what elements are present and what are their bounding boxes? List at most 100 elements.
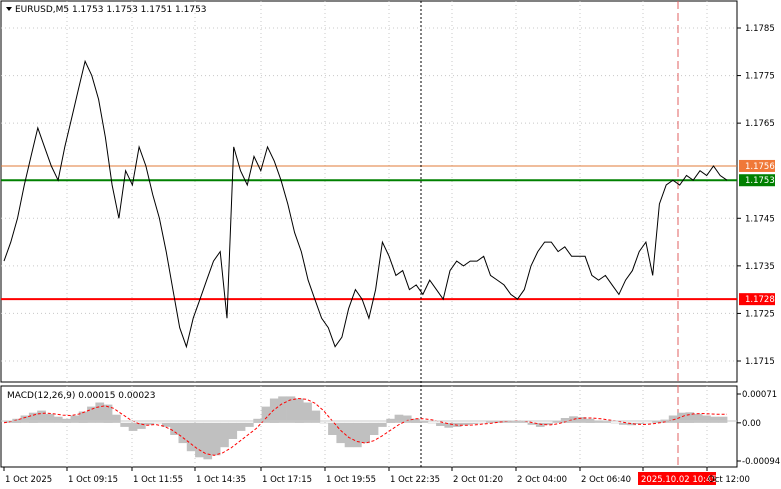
macd-hist-bar: [469, 422, 479, 424]
macd-hist-bar: [677, 412, 686, 423]
macd-hist-bar: [494, 420, 503, 423]
macd-hist-bar: [361, 422, 370, 444]
macd-hist-bar: [303, 402, 312, 423]
macd-hist-bar: [128, 422, 138, 431]
macd-hist-bar: [718, 416, 728, 423]
macd-hist-bar: [161, 422, 171, 427]
macd-hist-bar: [419, 420, 429, 423]
symbol-header: EURUSD,M5 1.1753 1.1753 1.1751 1.1753: [15, 5, 207, 15]
macd-hist-bar: [552, 420, 562, 423]
macd-hist-bar: [120, 422, 129, 427]
crosshair-time-label: 2025.10.02 10:45: [641, 475, 717, 485]
macd-hist-bar: [137, 422, 146, 429]
macd-hist-bar: [87, 406, 96, 423]
macd-hist-bar: [145, 422, 154, 425]
price-tick-label: 1.1785: [745, 24, 775, 34]
macd-hist-bar: [336, 422, 346, 444]
time-tick-label: 1 Oct 14:35: [196, 475, 246, 485]
grid-lines: [1, 1, 737, 467]
red-price-tag: [739, 293, 775, 306]
price-tick-label: 1.1715: [745, 357, 775, 367]
macd-hist-bar: [693, 413, 703, 423]
macd-hist-bar: [560, 418, 570, 423]
macd-hist-bar: [685, 412, 695, 423]
macd-hist-bar: [394, 414, 404, 423]
time-tick-label: 1 Oct 17:15: [262, 475, 312, 485]
macd-hist-bar: [211, 422, 221, 456]
symbol-dropdown-icon[interactable]: [6, 7, 12, 11]
price-axis[interactable]: 1.1785 1.1775 1.1765 1.1745 1.1735 1.1725 1.17…: [737, 24, 775, 367]
macd-hist-bar: [344, 422, 354, 448]
macd-hist-bar: [195, 422, 204, 458]
macd-hist-bar: [461, 422, 470, 426]
macd-hist-bar: [369, 422, 379, 435]
price-levels: [1, 165, 737, 301]
price-tick-label: 1.1745: [745, 214, 775, 224]
macd-hist-bar: [477, 422, 487, 424]
time-tick-label: 2 Oct 04:00: [517, 475, 567, 485]
macd-hist-bar: [594, 420, 603, 423]
macd-hist-bar: [710, 416, 720, 423]
macd-hist-bar: [28, 412, 38, 423]
macd-hist-bar: [444, 422, 454, 428]
macd-hist-bar: [103, 404, 113, 423]
time-tick-label: Oct 12:00: [708, 475, 750, 485]
time-tick-label: 2 Oct 01:20: [453, 475, 503, 485]
macd-histogram: [4, 396, 728, 460]
price-series-line: [3, 59, 728, 349]
macd-hist-bar: [178, 422, 188, 444]
time-tick-label: 1 Oct 19:55: [326, 475, 376, 485]
macd-hist-bar: [577, 417, 587, 423]
macd-hist-bar: [95, 402, 105, 423]
time-axis[interactable]: 1 Oct 2025 1 Oct 09:15 1 Oct 11:55 1 Oct 14…: [3, 467, 750, 485]
time-tick-label: 1 Oct 22:35: [390, 475, 440, 485]
macd-axis: 0.00071 0.00 -0.00094: [737, 390, 780, 467]
macd-hist-bar: [519, 421, 528, 423]
macd-signal-line: [3, 397, 727, 456]
macd-tick-label: 0.00: [742, 419, 761, 429]
price-tick-label: 1.1775: [745, 72, 775, 82]
macd-hist-bar: [112, 414, 121, 423]
green-price-tag-label: 1.1753: [745, 176, 775, 186]
macd-hist-bar: [70, 415, 80, 423]
macd-hist-bar: [286, 396, 296, 423]
macd-hist-bar: [643, 422, 653, 424]
green-price-tag: [739, 174, 775, 187]
time-tick-label: 1 Oct 2025: [5, 475, 52, 485]
time-tick-label: 1 Oct 09:15: [68, 475, 118, 485]
macd-hist-bar: [220, 422, 229, 448]
macd-hist-bar: [319, 422, 329, 424]
macd-hist-bar: [635, 422, 645, 424]
macd-hist-bar: [535, 422, 545, 427]
orange-price-tag: [739, 159, 775, 172]
macd-hist-bar: [20, 415, 30, 423]
macd-hist-bar: [186, 422, 196, 452]
crosshair-time-badge: [638, 472, 716, 485]
macd-hist-bar: [702, 415, 711, 423]
macd-tick-label: 0.00071: [742, 390, 777, 400]
macd-hist-bar: [378, 422, 387, 427]
macd-hist-bar: [668, 415, 678, 423]
macd-hist-bar: [236, 422, 246, 431]
macd-hist-bar: [527, 422, 537, 425]
price-tick-label: 1.1725: [745, 309, 775, 319]
macd-hist-bar: [45, 413, 55, 423]
macd-hist-bar: [427, 422, 437, 424]
orange-price-tag-label: 1.1756: [745, 162, 775, 172]
macd-hist-bar: [4, 421, 13, 423]
macd-hist-bar: [261, 406, 271, 423]
macd-hist-bar: [627, 422, 636, 426]
macd-hist-bar: [328, 422, 337, 435]
macd-tick-label: -0.00094: [742, 457, 780, 467]
macd-hist-bar: [269, 398, 279, 423]
macd-hist-bar: [53, 416, 63, 423]
macd-hist-bar: [203, 422, 213, 460]
price-tick-label: 1.1765: [745, 119, 775, 129]
macd-hist-bar: [619, 422, 628, 425]
macd-hist-bar: [37, 410, 46, 423]
main-chart-frame[interactable]: [0, 0, 738, 383]
macd-hist-bar: [510, 420, 520, 423]
macd-hist-bar: [486, 421, 495, 423]
time-tick-label: 1 Oct 11:55: [133, 475, 183, 485]
